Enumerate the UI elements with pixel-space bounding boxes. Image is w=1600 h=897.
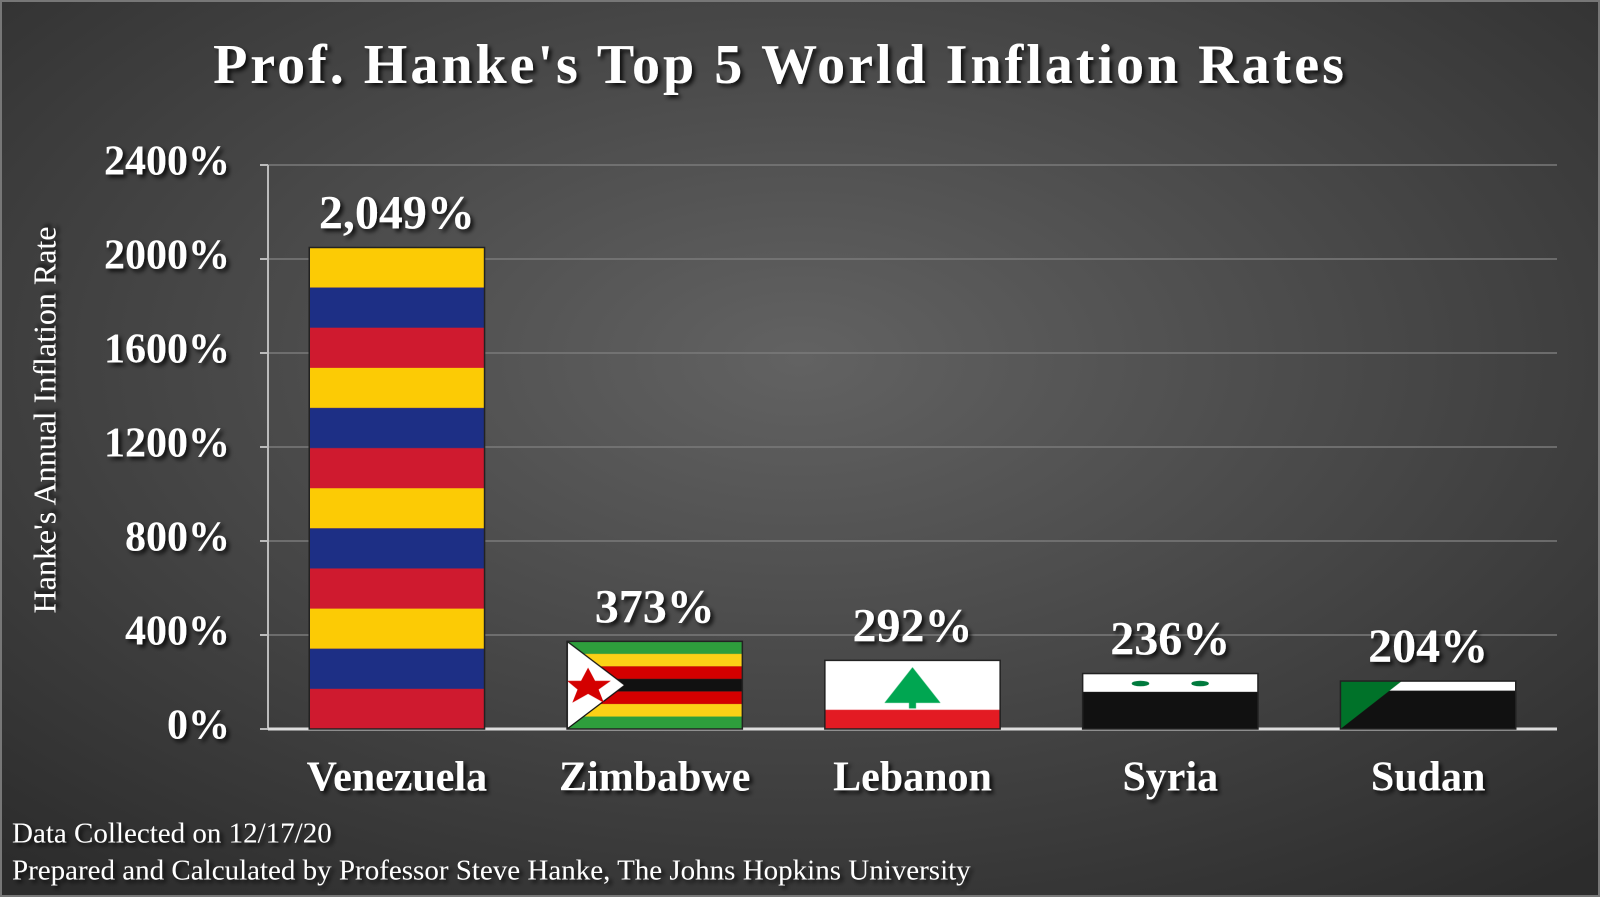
y-tick-label: 800% (125, 515, 230, 561)
chart-title: Prof. Hanke's Top 5 World Inflation Rate… (213, 34, 1347, 96)
y-tick-label: 1600% (104, 327, 230, 373)
note: Prepared and Calculated by Professor Ste… (12, 855, 971, 887)
x-tick-label: Sudan (1371, 755, 1485, 801)
value-label: 292% (853, 599, 973, 652)
bar (824, 659, 1001, 730)
x-tick-label: Syria (1122, 755, 1218, 801)
bar (1339, 680, 1517, 730)
x-tick-label: Zimbabwe (559, 755, 750, 801)
note: Data Collected on 12/17/20 (12, 818, 332, 850)
y-tick-label: 2000% (104, 233, 230, 279)
value-label: 2,049% (319, 187, 475, 240)
y-tick-label: 400% (125, 609, 230, 655)
x-tick-label: Venezuela (307, 755, 487, 801)
y-tick-label: 0% (167, 703, 230, 749)
value-label: 204% (1368, 620, 1488, 673)
y-tick-label: 1200% (104, 421, 230, 467)
bar (308, 246, 486, 730)
bar (566, 640, 744, 730)
value-label: 373% (595, 580, 715, 633)
value-label: 236% (1110, 613, 1230, 666)
y-axis-title: Hanke's Annual Inflation Rate (26, 227, 62, 614)
x-tick-label: Lebanon (833, 755, 992, 801)
y-tick-label: 2400% (104, 139, 230, 185)
bar (1081, 672, 1259, 730)
